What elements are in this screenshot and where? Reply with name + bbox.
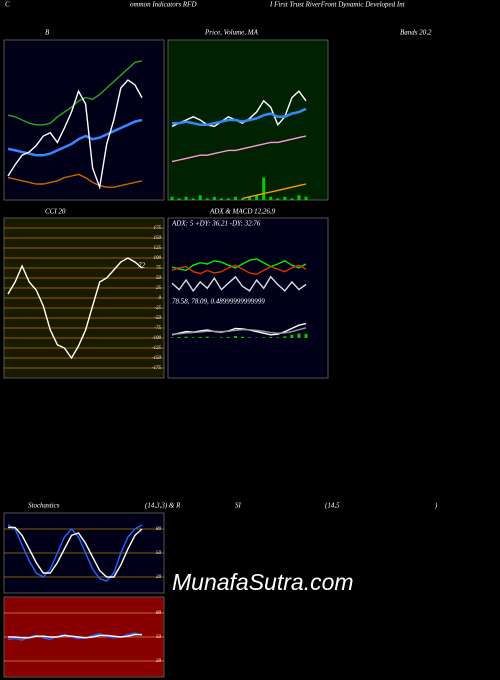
bar — [262, 337, 266, 338]
y-tick-label: -175 — [152, 366, 162, 371]
panel-title: Stochastics — [28, 502, 60, 510]
y-tick-label: 25 — [156, 286, 162, 291]
watermark: MunafaSutra.com — [172, 569, 354, 595]
caption: ommon Indicators RFD — [130, 1, 197, 9]
bar — [219, 198, 223, 200]
bar — [276, 337, 280, 338]
bar — [170, 337, 174, 338]
bar — [177, 198, 181, 200]
y-tick-label: 0 — [159, 296, 162, 301]
bar — [297, 195, 301, 200]
bar — [226, 337, 230, 338]
bar — [241, 336, 245, 338]
y-tick-label: 50 — [156, 276, 162, 281]
series-line — [7, 60, 143, 126]
bar — [212, 196, 216, 200]
y-tick-label: -125 — [152, 346, 162, 351]
series-line — [8, 526, 143, 578]
y-tick-label: 20 — [156, 575, 162, 580]
panel-title: Price, Volume, MA — [204, 29, 259, 37]
y-tick-label: 75 — [156, 266, 162, 271]
bar — [276, 198, 280, 200]
y-tick-label: -150 — [152, 356, 162, 361]
bar — [219, 337, 223, 338]
caption: (14,3,3) & R — [145, 502, 181, 510]
caption: ) — [434, 502, 438, 510]
y-tick-label: -25 — [154, 306, 161, 311]
series-line — [171, 258, 307, 272]
caption: SI — [235, 502, 242, 510]
series-line — [171, 135, 307, 163]
bar — [170, 196, 174, 200]
y-tick-label: 80 — [156, 527, 162, 532]
y-tick-label: 125 — [154, 246, 162, 251]
y-tick-label: 50 — [156, 635, 162, 640]
bar — [205, 198, 209, 200]
bar — [304, 196, 308, 200]
series-line — [7, 79, 143, 190]
bar — [290, 198, 294, 200]
y-tick-label: 150 — [154, 236, 162, 241]
series-line — [242, 183, 307, 200]
bar — [226, 198, 230, 200]
bar — [205, 336, 209, 338]
bar — [269, 337, 273, 338]
y-tick-label: -50 — [154, 316, 161, 321]
y-tick-label: -75 — [154, 326, 161, 331]
series-line — [171, 264, 307, 275]
bar — [184, 336, 188, 338]
bar — [191, 337, 195, 338]
series-line — [7, 524, 143, 582]
panel-title: ADX & MACD 12,26,9 — [209, 208, 276, 216]
annotation: 72 — [138, 262, 146, 270]
series-line — [7, 257, 143, 360]
bar — [283, 196, 287, 200]
panel — [167, 217, 329, 379]
y-tick-label: -100 — [152, 336, 162, 341]
bar — [198, 337, 202, 338]
series-line — [171, 275, 307, 293]
bar — [191, 198, 195, 200]
bar — [177, 337, 181, 338]
y-tick-label: 50 — [156, 551, 162, 556]
y-tick-label: 20 — [156, 659, 162, 664]
bar — [255, 195, 259, 200]
panel-title: CCI 20 — [45, 208, 66, 216]
bar — [198, 195, 202, 200]
caption: C — [5, 1, 10, 9]
caption: (14,5 — [325, 502, 340, 510]
bar — [241, 198, 245, 200]
series-line — [8, 633, 142, 639]
caption: Bands 20,2 — [400, 29, 432, 37]
series-line — [171, 327, 307, 335]
bar — [290, 334, 294, 338]
bar — [233, 196, 237, 200]
caption: I First Trust RiverFront Dynamic Develop… — [269, 1, 406, 9]
bar — [248, 196, 252, 200]
y-tick-label: 175 — [154, 226, 162, 231]
bar — [269, 196, 273, 200]
bar — [283, 336, 287, 338]
panel-subtitle: ADX: 5 +DY: 36.21 -DY: 32.76 — [171, 220, 261, 228]
y-tick-label: 80 — [156, 611, 162, 616]
series-line — [172, 107, 307, 127]
bar — [248, 337, 252, 338]
y-tick-label: 100 — [154, 256, 162, 261]
bar — [297, 333, 301, 338]
bar — [233, 336, 237, 338]
annotation: 78.58, 78.09, 0.48999999999999 — [172, 298, 265, 306]
bar — [262, 177, 266, 200]
bar — [304, 333, 308, 338]
series-line — [7, 118, 143, 157]
panel-title: B — [45, 29, 50, 37]
series-line — [7, 173, 143, 188]
bar — [184, 196, 188, 200]
